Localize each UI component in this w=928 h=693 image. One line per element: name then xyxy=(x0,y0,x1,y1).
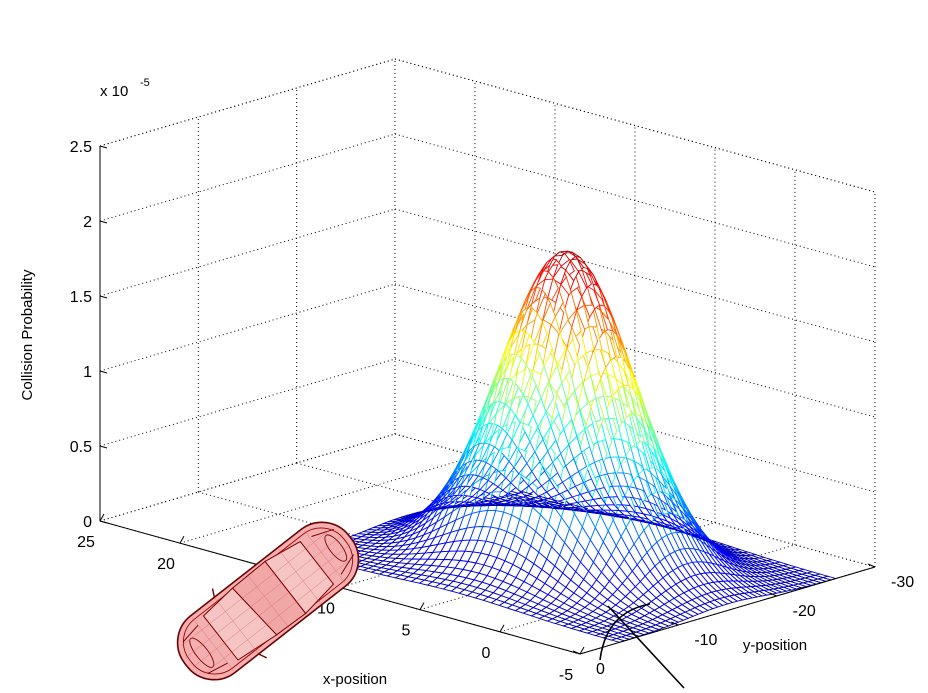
x-tick-label: 0 xyxy=(482,645,491,662)
car-illustration xyxy=(176,521,360,681)
z-tick-label: 1 xyxy=(83,364,92,381)
z-tick-mark xyxy=(99,220,108,224)
x-tick-mark xyxy=(99,513,105,522)
x-axis-label: x-position xyxy=(323,671,387,688)
grid-line-x-floor xyxy=(99,433,396,522)
x-tick-mark xyxy=(499,624,505,633)
z-tick-label: 2 xyxy=(83,214,92,231)
x-tick-mark xyxy=(579,646,585,655)
z-tick-mark xyxy=(99,145,108,149)
grid-line-z-left xyxy=(99,208,396,297)
x-tick-label: -5 xyxy=(559,667,573,684)
y-tick-mark xyxy=(769,592,777,597)
y-tick-mark xyxy=(572,650,581,655)
z-tick-mark xyxy=(99,445,108,449)
z-tick-label: 1.5 xyxy=(70,289,92,306)
z-tick-label: 2.5 xyxy=(70,139,92,156)
y-tick-label: -20 xyxy=(793,603,816,620)
y-axis-line xyxy=(579,566,876,655)
z-tick-label: 0.5 xyxy=(70,439,92,456)
x-tick-label: 25 xyxy=(77,534,95,551)
grid-line-z-left xyxy=(99,283,396,372)
grid-line-x-floor xyxy=(179,455,476,544)
z-tick-label: 0 xyxy=(83,514,92,531)
z-exponent-power: -5 xyxy=(140,77,150,89)
x-tick-label: 20 xyxy=(157,556,175,573)
surface-mesh xyxy=(297,250,838,643)
y-tick-label: 0 xyxy=(596,661,605,678)
grid-line-z-left xyxy=(99,433,396,522)
direction-marker xyxy=(599,603,685,689)
grid-line-z-left xyxy=(99,358,396,447)
box-edge xyxy=(99,58,396,147)
y-tick-mark xyxy=(867,563,876,568)
y-tick-label: -30 xyxy=(891,574,914,591)
x-tick-label: 5 xyxy=(402,623,411,640)
x-tick-mark xyxy=(419,602,425,610)
z-tick-mark xyxy=(99,370,108,374)
z-exponent-label: x 10 xyxy=(100,83,128,100)
y-axis-label: y-position xyxy=(743,637,807,654)
z-tick-mark xyxy=(99,520,108,524)
grid-line-z-left xyxy=(99,133,396,222)
z-tick-mark xyxy=(99,295,108,299)
z-axis-label: Collision Probability xyxy=(19,269,36,400)
y-tick-mark xyxy=(671,621,679,626)
y-tick-label: -10 xyxy=(694,632,717,649)
x-tick-mark xyxy=(179,535,185,544)
